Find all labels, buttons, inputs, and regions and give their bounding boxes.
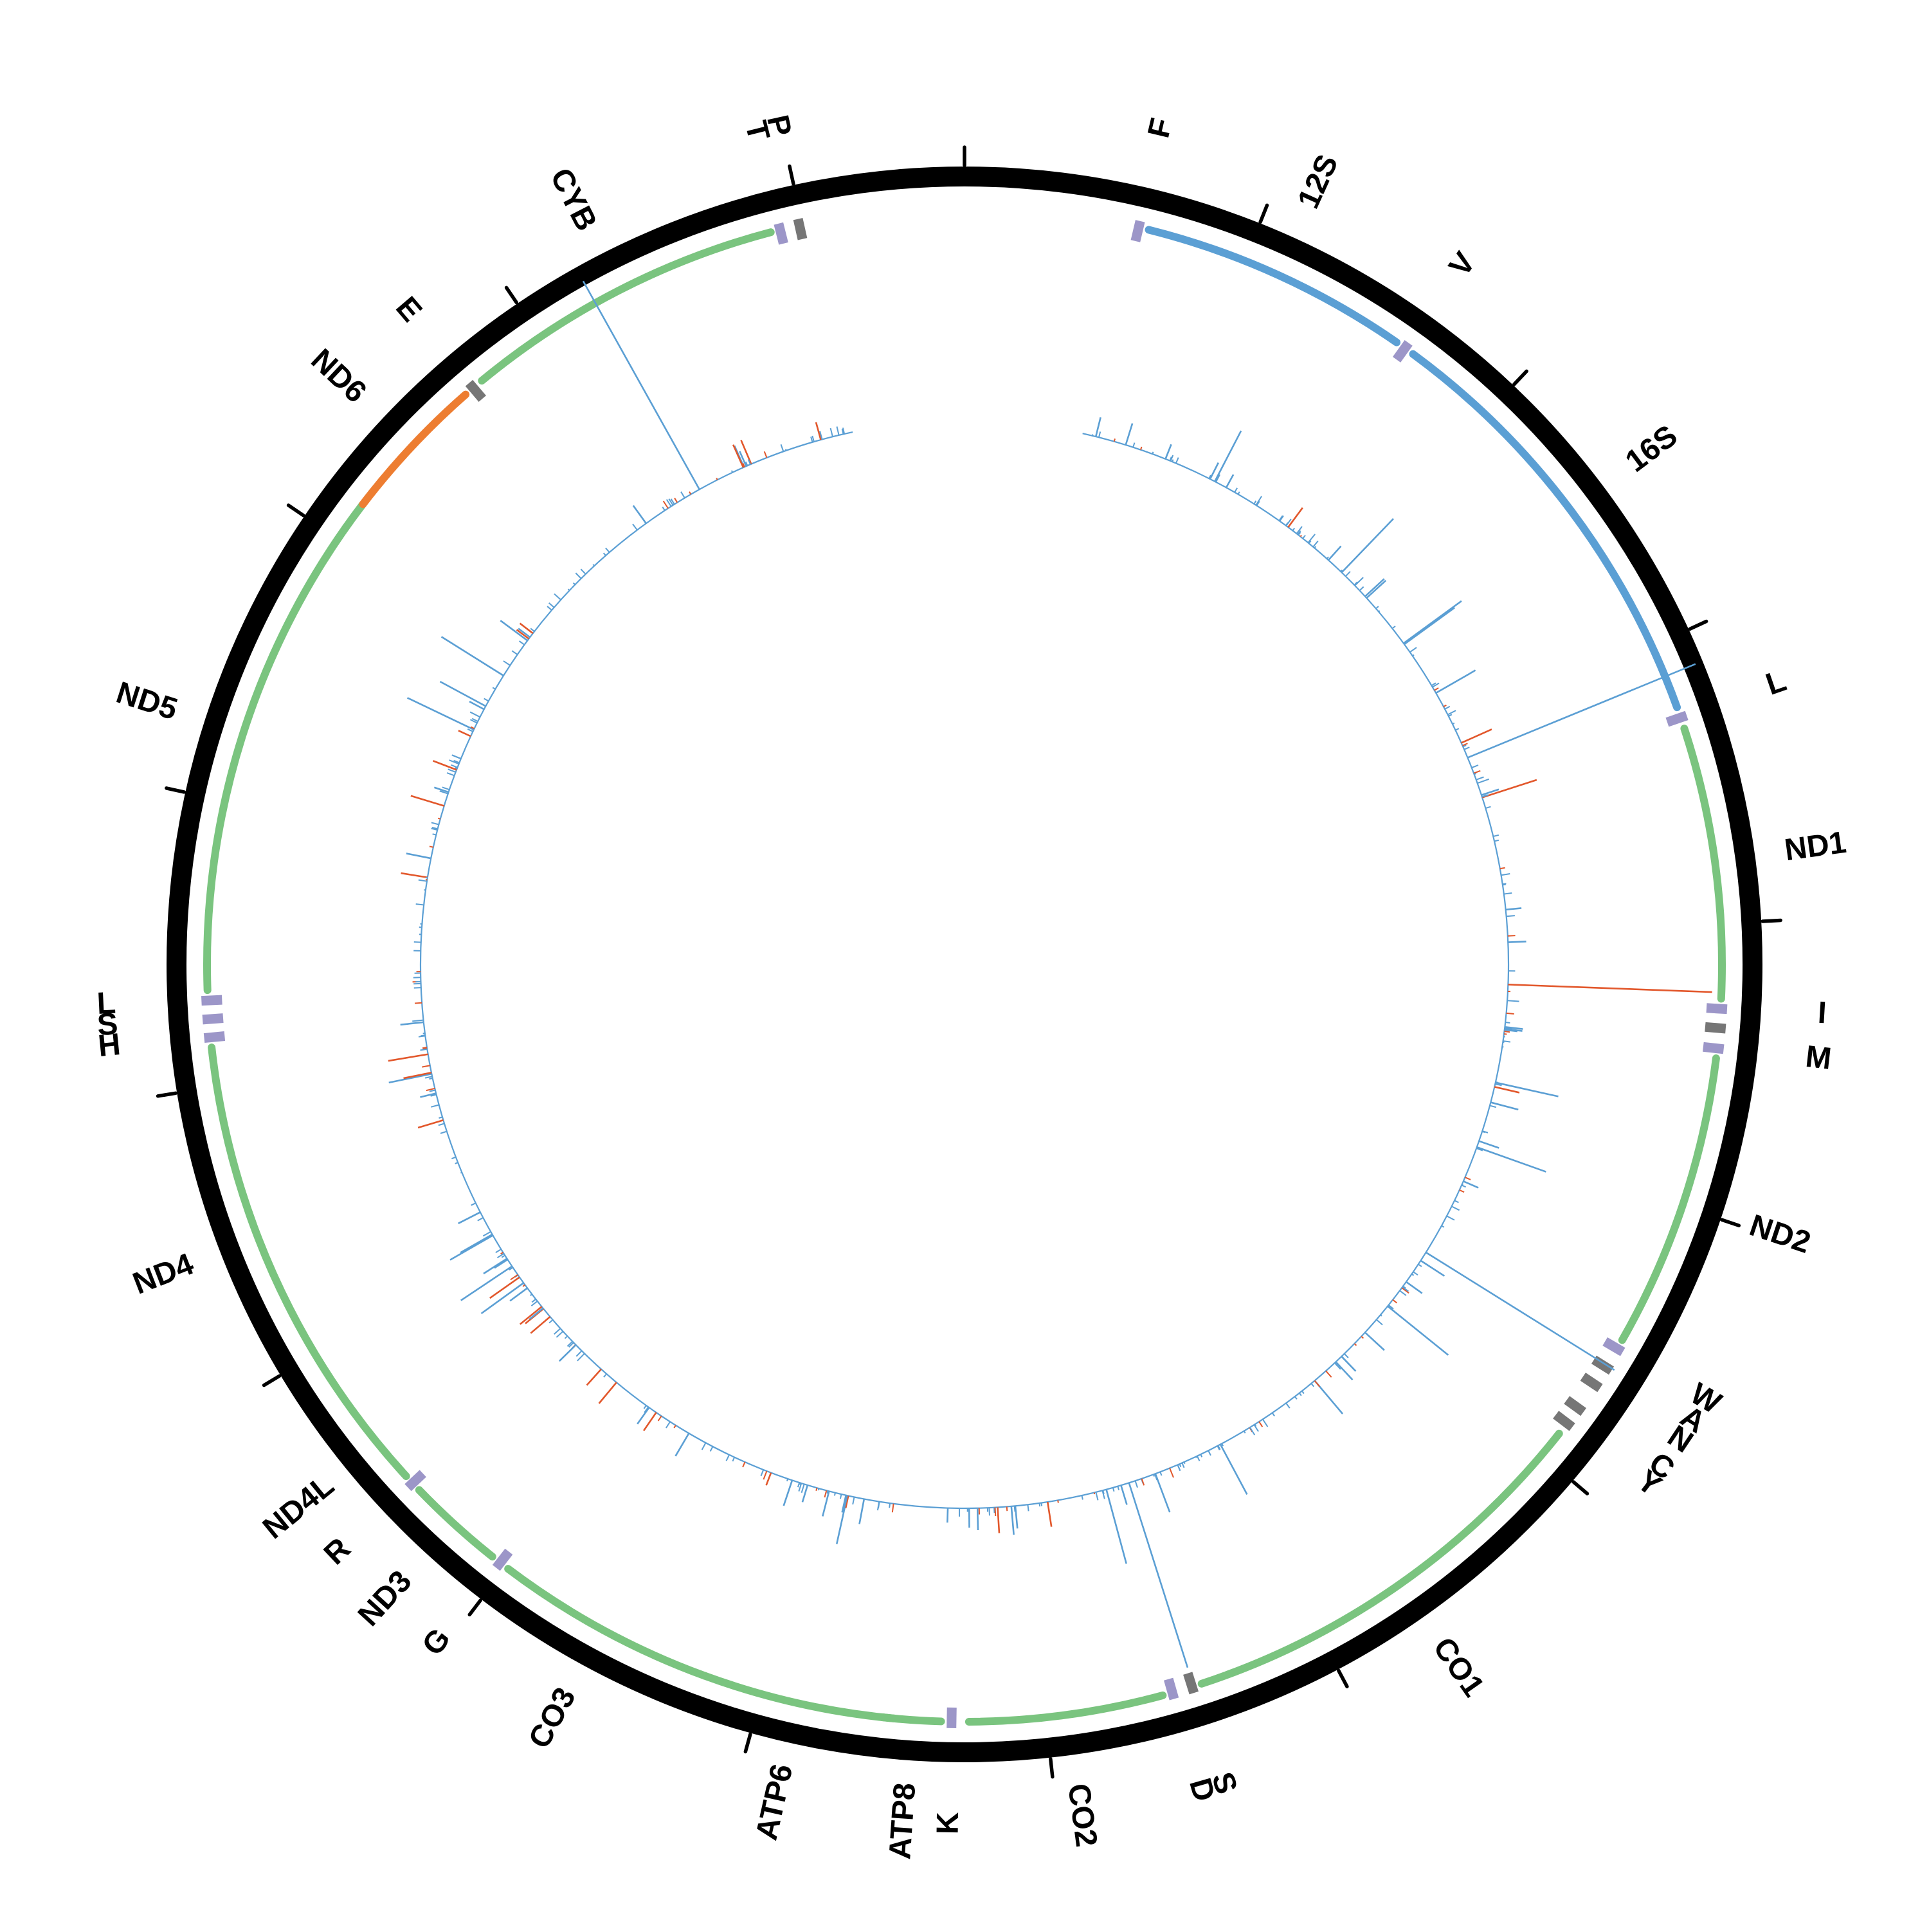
svg-text:M: M [1804, 1040, 1833, 1076]
svg-text:ATP8: ATP8 [883, 1782, 922, 1861]
svg-text:K: K [931, 1812, 966, 1835]
svg-text:L: L [96, 986, 116, 1021]
